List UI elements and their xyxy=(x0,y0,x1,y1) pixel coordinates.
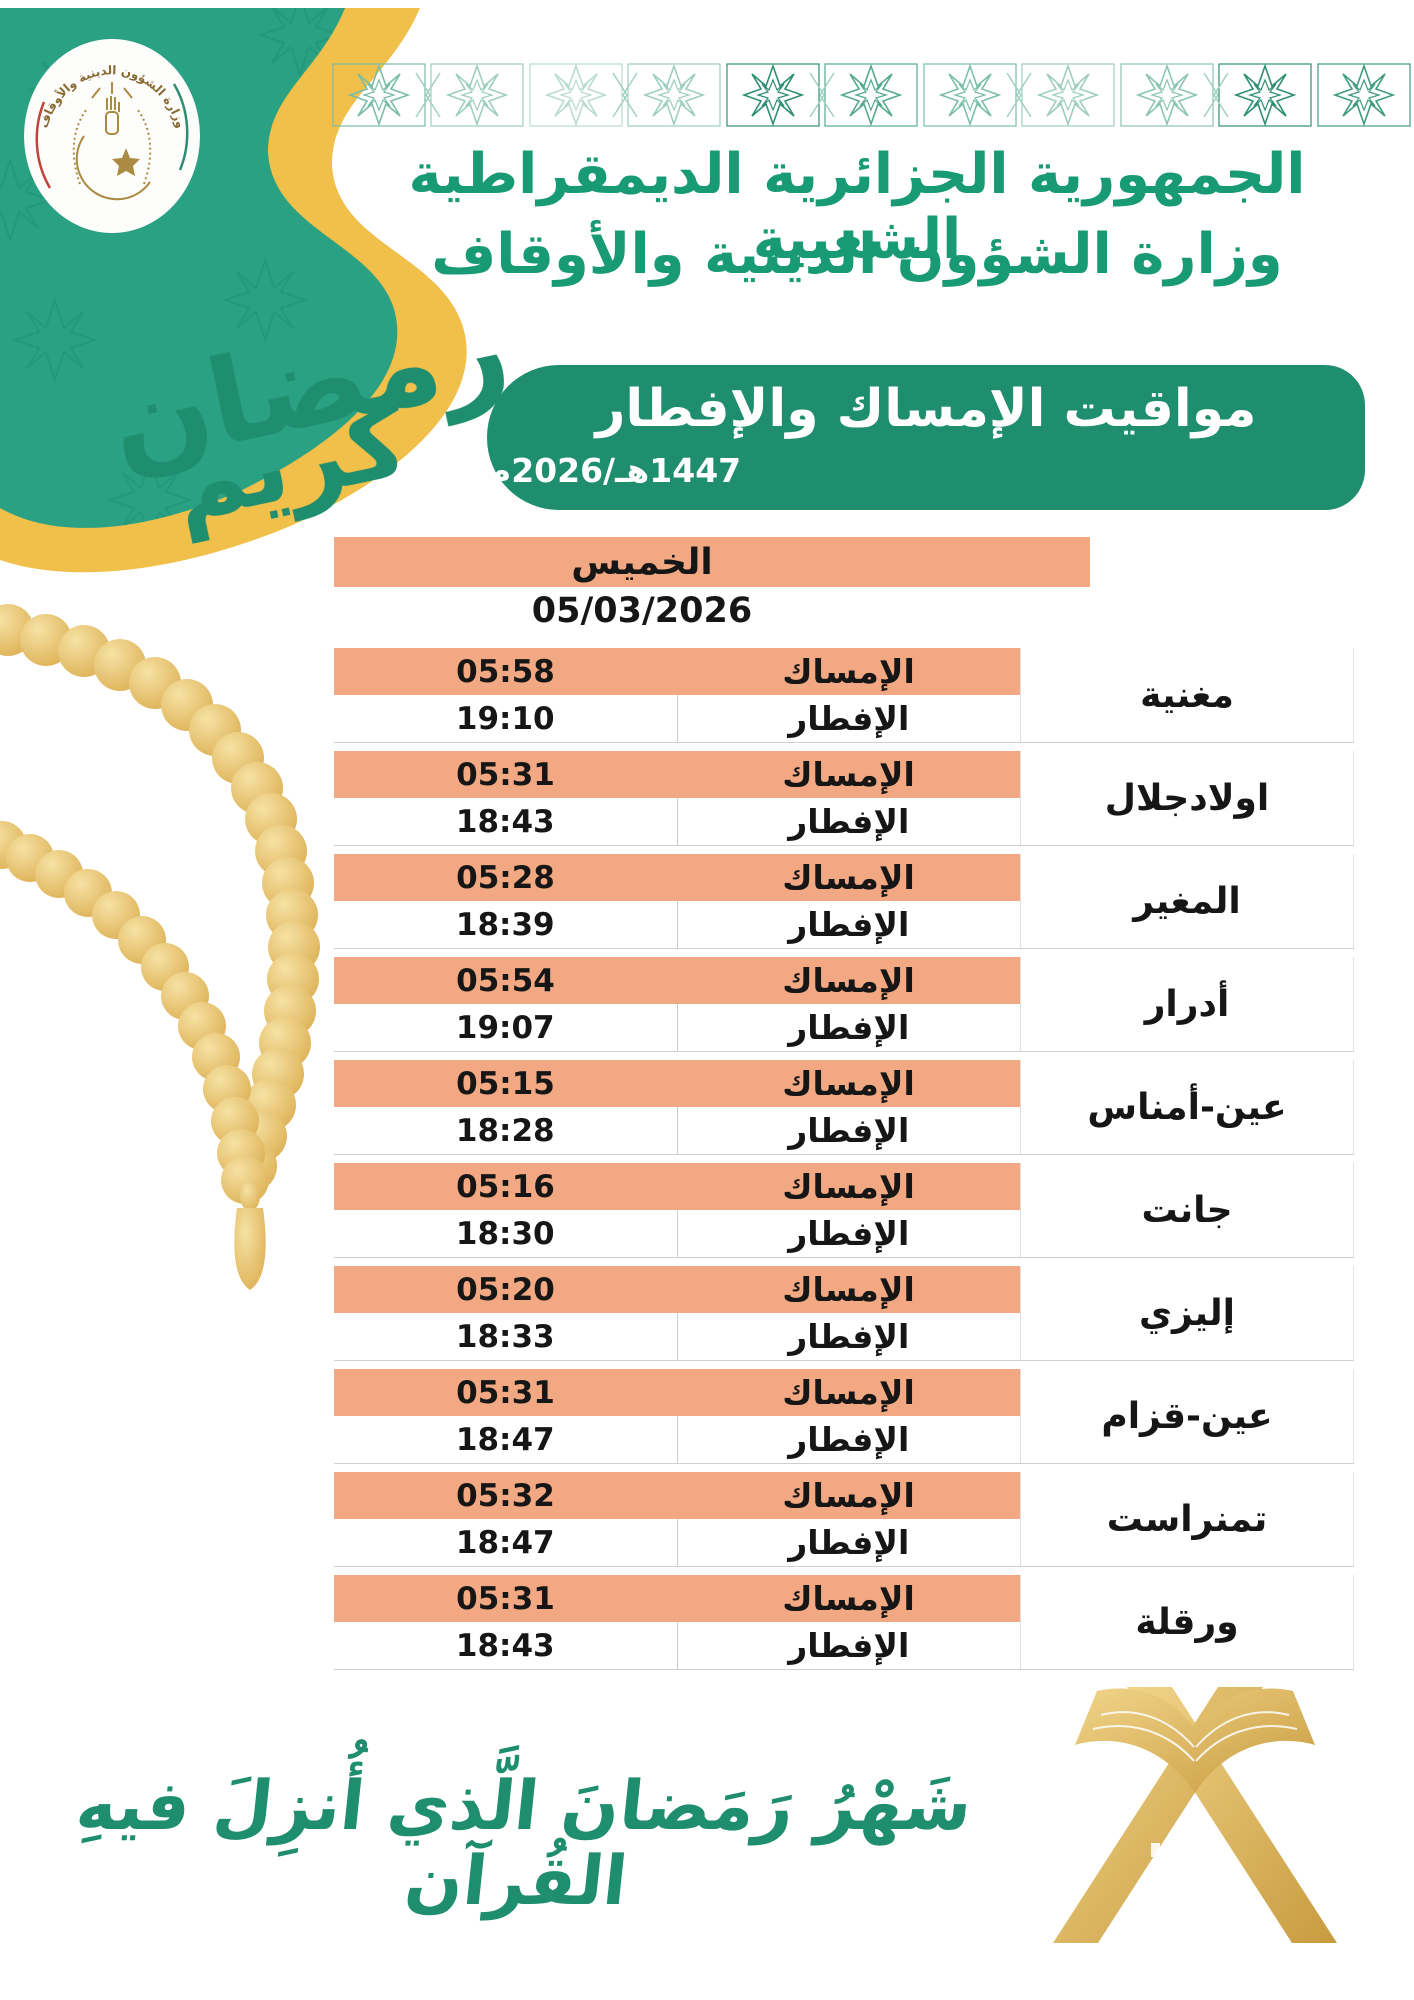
imsak-label: الإمساك xyxy=(782,1064,915,1103)
imsak-time: 05:54 xyxy=(456,962,555,999)
iftar-time: 19:07 xyxy=(334,1004,678,1051)
imsak-label: الإمساك xyxy=(782,1270,915,1309)
city-name: ورقلة xyxy=(1020,1575,1354,1669)
iftar-label: الإفطار xyxy=(788,699,910,738)
iftar-row: 18:28 الإفطار xyxy=(334,1107,1020,1154)
iftar-row: 18:33 الإفطار xyxy=(334,1313,1020,1360)
table-row: 05:15 الإمساك 18:28 الإفطار عين-أمناس xyxy=(334,1060,1354,1155)
city-name: أدرار xyxy=(1020,957,1354,1051)
timetable-body: 05:58 الإمساك 19:10 الإفطار مغنية 05:31 … xyxy=(334,648,1354,1670)
city-name: اولادجلال xyxy=(1020,751,1354,845)
imsak-row: 05:58 الإمساك xyxy=(334,648,1020,695)
timetable: الخميس 05/03/2026 05:58 الإمساك 19:10 ال… xyxy=(334,537,1354,1670)
republic-title: الجمهورية الجزائرية الديمقراطية الشعبية xyxy=(408,142,1307,272)
iftar-label: الإفطار xyxy=(788,1111,910,1150)
iftar-label: الإفطار xyxy=(788,1008,910,1047)
iftar-row: 18:47 الإفطار xyxy=(334,1519,1020,1566)
quran-stand-illustration xyxy=(1053,1687,1337,1943)
imsak-time: 05:16 xyxy=(456,1168,555,1205)
table-row: 05:31 الإمساك 18:47 الإفطار عين-قزام xyxy=(334,1369,1354,1464)
iftar-label: الإفطار xyxy=(788,1626,910,1665)
imsak-time: 05:20 xyxy=(456,1271,555,1308)
iftar-time: 18:47 xyxy=(334,1519,678,1566)
emblem-crescent-star-icon xyxy=(72,82,152,201)
iftar-row: 19:07 الإفطار xyxy=(334,1004,1020,1051)
imsak-time: 05:31 xyxy=(456,756,555,793)
iftar-time: 18:28 xyxy=(334,1107,678,1154)
city-name: المغير xyxy=(1020,854,1354,948)
imsak-row: 05:32 الإمساك xyxy=(334,1472,1020,1519)
iftar-row: 18:43 الإفطار xyxy=(334,1622,1020,1669)
imsak-time: 05:15 xyxy=(456,1065,555,1102)
iftar-time: 18:33 xyxy=(334,1313,678,1360)
city-name: إليزي xyxy=(1020,1266,1354,1360)
imsak-label: الإمساك xyxy=(782,755,915,794)
table-row: 05:32 الإمساك 18:47 الإفطار تمنراست xyxy=(334,1472,1354,1567)
table-row: 05:20 الإمساك 18:33 الإفطار إليزي xyxy=(334,1266,1354,1361)
imsak-time: 05:58 xyxy=(456,653,555,690)
imsak-row: 05:28 الإمساك xyxy=(334,854,1020,901)
iftar-time: 18:39 xyxy=(334,901,678,948)
iftar-time: 18:47 xyxy=(334,1416,678,1463)
table-row: 05:28 الإمساك 18:39 الإفطار المغير xyxy=(334,854,1354,949)
banner-title: مواقيت الإمساك والإفطار xyxy=(595,379,1257,439)
table-row: 05:16 الإمساك 18:30 الإفطار جانت xyxy=(334,1163,1354,1258)
imsak-row: 05:54 الإمساك xyxy=(334,957,1020,1004)
iftar-label: الإفطار xyxy=(788,802,910,841)
iftar-label: الإفطار xyxy=(788,905,910,944)
table-row: 05:58 الإمساك 19:10 الإفطار مغنية xyxy=(334,648,1354,743)
ministry-seal-logo: وزارة الشؤون الدينية والأوقاف xyxy=(24,39,200,233)
imsak-label: الإمساك xyxy=(782,652,915,691)
city-name: تمنراست xyxy=(1020,1472,1354,1566)
iftar-time: 18:30 xyxy=(334,1210,678,1257)
city-name: مغنية xyxy=(1020,648,1354,742)
iftar-label: الإفطار xyxy=(788,1317,910,1356)
iftar-time: 19:10 xyxy=(334,695,678,742)
iftar-row: 18:43 الإفطار xyxy=(334,798,1020,845)
iftar-row: 18:47 الإفطار xyxy=(334,1416,1020,1463)
ministry-title: وزارة الشؤون الدينية والأوقاف xyxy=(431,222,1283,287)
imsak-row: 05:20 الإمساك xyxy=(334,1266,1020,1313)
table-row: 05:31 الإمساك 18:43 الإفطار ورقلة xyxy=(334,1575,1354,1670)
star-border-ornament xyxy=(332,63,1411,127)
imsak-row: 05:31 الإمساك xyxy=(334,1369,1020,1416)
timings-banner: مواقيت الإمساك والإفطار 1447هـ/2026م xyxy=(487,365,1365,510)
iftar-time: 18:43 xyxy=(334,1622,678,1669)
imsak-time: 05:28 xyxy=(456,859,555,896)
imsak-row: 05:15 الإمساك xyxy=(334,1060,1020,1107)
iftar-row: 18:30 الإفطار xyxy=(334,1210,1020,1257)
table-row: 05:31 الإمساك 18:43 الإفطار اولادجلال xyxy=(334,751,1354,846)
imsak-row: 05:31 الإمساك xyxy=(334,1575,1020,1622)
imsak-label: الإمساك xyxy=(782,961,915,1000)
city-name: عين-أمناس xyxy=(1020,1060,1354,1154)
city-name: عين-قزام xyxy=(1020,1369,1354,1463)
iftar-time: 18:43 xyxy=(334,798,678,845)
iftar-label: الإفطار xyxy=(788,1420,910,1459)
iftar-row: 19:10 الإفطار xyxy=(334,695,1020,742)
imsak-time: 05:31 xyxy=(456,1580,555,1617)
banner-year: 1447هـ/2026م xyxy=(487,451,742,490)
imsak-row: 05:16 الإمساك xyxy=(334,1163,1020,1210)
imsak-row: 05:31 الإمساك xyxy=(334,751,1020,798)
imsak-label: الإمساك xyxy=(782,1167,915,1206)
imsak-label: الإمساك xyxy=(782,1373,915,1412)
verse-calligraphy: شَهْرُ رَمَضانَ الَّذي أُنزِلَ فيهِ القُ… xyxy=(72,1767,976,1921)
day-header: الخميس xyxy=(334,537,1090,587)
date-value: 05/03/2026 xyxy=(531,591,753,631)
imsak-time: 05:32 xyxy=(456,1477,555,1514)
table-row: 05:54 الإمساك 19:07 الإفطار أدرار xyxy=(334,957,1354,1052)
city-name: جانت xyxy=(1020,1163,1354,1257)
imsak-label: الإمساك xyxy=(782,1476,915,1515)
imsak-label: الإمساك xyxy=(782,1579,915,1618)
iftar-row: 18:39 الإفطار xyxy=(334,901,1020,948)
imsak-time: 05:31 xyxy=(456,1374,555,1411)
prayer-beads-illustration xyxy=(0,604,320,1290)
iftar-label: الإفطار xyxy=(788,1523,910,1562)
date-header: 05/03/2026 xyxy=(334,587,1090,635)
iftar-label: الإفطار xyxy=(788,1214,910,1253)
imsak-label: الإمساك xyxy=(782,858,915,897)
